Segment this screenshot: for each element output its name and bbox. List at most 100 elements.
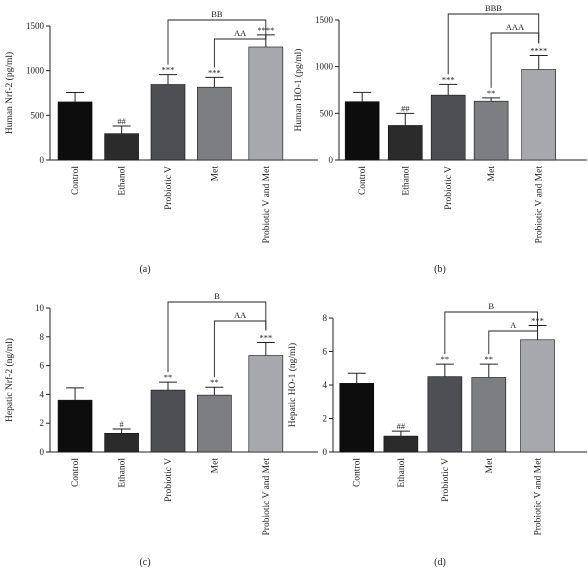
category-label: Probiotic V and Met	[262, 166, 272, 244]
category-label: Control	[71, 458, 81, 487]
significance-mark: ##	[397, 421, 406, 431]
bar-3	[150, 389, 186, 453]
comparison-bracket	[447, 13, 540, 75]
category-label: Met	[210, 458, 220, 474]
bracket-label: BB	[211, 9, 223, 19]
panel-label: (b)	[434, 264, 446, 275]
bar-2	[383, 435, 419, 453]
bar-5	[248, 46, 284, 161]
significance-mark: ****	[530, 45, 547, 55]
chart-panel-2: 0 500 1000 1500 Human HO-1 (pg/ml) Control ## E…	[293, 3, 587, 275]
bar-1	[57, 399, 93, 453]
y-tick-label: 2	[323, 414, 328, 424]
y-tick-label: 6	[323, 347, 328, 357]
bar-3	[430, 94, 466, 161]
category-label: Probiotic V	[444, 166, 454, 210]
category-label: Ethanol	[401, 166, 411, 196]
significance-mark: #	[119, 419, 124, 429]
bar-2	[387, 125, 423, 161]
chart-panel-3: 0 2 4 6 8 10 Hepatic Nrf-2 (ng/ml) Control # Etha…	[4, 291, 318, 568]
significance-mark: **	[441, 354, 450, 364]
y-tick-label: 2	[40, 418, 45, 428]
significance-mark: **	[485, 354, 494, 364]
category-label: Met	[487, 166, 497, 182]
y-tick-label: 4	[40, 389, 45, 399]
y-axis-label: Human Nrf-2 (pg/ml)	[4, 52, 15, 134]
bar-4	[197, 394, 232, 453]
significance-mark: **	[487, 88, 496, 98]
y-tick-label: 0	[329, 155, 334, 165]
y-tick-label: 1000	[26, 66, 45, 76]
category-label: Control	[353, 458, 363, 487]
significance-mark: ##	[117, 116, 126, 126]
y-tick-label: 500	[31, 110, 45, 120]
y-tick-label: 8	[40, 332, 45, 342]
panel-label: (a)	[139, 264, 150, 275]
chart-panel-4: 0 2 4 6 8 Hepatic HO-1 (ng/ml) Control ## Ethano…	[287, 301, 587, 568]
category-label: Probiotic V and Met	[534, 458, 544, 536]
bar-3	[427, 376, 463, 453]
y-axis-label: Hepatic Nrf-2 (ng/ml)	[4, 338, 15, 422]
category-label: Ethanol	[397, 458, 407, 488]
bracket-label: B	[214, 291, 220, 301]
significance-mark: ***	[162, 65, 175, 75]
comparison-bracket	[488, 313, 538, 355]
bracket-label: A	[510, 320, 517, 330]
comparison-bracket	[444, 311, 538, 355]
category-label: Probiotic V	[441, 458, 451, 502]
y-tick-label: 500	[320, 108, 334, 118]
category-label: Control	[358, 166, 368, 195]
category-label: Ethanol	[118, 458, 128, 488]
y-tick-label: 1500	[26, 21, 45, 31]
significance-mark: ***	[442, 74, 455, 84]
bar-4	[197, 86, 232, 161]
comparison-bracket	[167, 301, 267, 373]
comparison-bracket	[213, 320, 267, 378]
bracket-label: BBB	[485, 3, 502, 13]
y-axis-label: Human HO-1 (pg/ml)	[293, 49, 304, 132]
category-label: Ethanol	[118, 166, 128, 196]
y-axis-label: Hepatic HO-1 (ng/ml)	[287, 343, 298, 427]
y-tick-label: 0	[40, 155, 45, 165]
panel-label: (d)	[434, 557, 446, 568]
significance-mark: **	[164, 372, 173, 382]
chart-panel-1: 0 500 1000 1500 Human Nrf-2 (pg/ml) Control ##…	[4, 9, 318, 275]
bar-1	[57, 101, 93, 161]
bar-2	[104, 432, 139, 453]
bar-3	[150, 84, 186, 161]
significance-mark: ***	[208, 67, 221, 77]
category-label: Probiotic V and Met	[262, 458, 272, 536]
significance-mark: ***	[259, 333, 272, 343]
category-label: Probiotic V	[164, 166, 174, 210]
comparison-bracket	[167, 19, 267, 65]
category-label: Met	[210, 166, 220, 182]
bar-1	[344, 101, 380, 161]
y-tick-label: 10	[35, 303, 45, 313]
significance-mark: ##	[401, 103, 410, 113]
bar-5	[521, 69, 557, 161]
bar-4	[471, 377, 507, 453]
comparison-bracket	[213, 22, 267, 68]
bracket-label: AA	[234, 310, 247, 320]
category-label: Probiotic V and Met	[535, 166, 545, 244]
y-tick-label: 0	[323, 447, 328, 457]
bar-5	[248, 355, 284, 453]
significance-mark: **	[210, 377, 219, 387]
y-tick-label: 0	[40, 447, 45, 457]
bracket-label: AAA	[506, 22, 525, 32]
panel-label: (c)	[139, 557, 150, 568]
bracket-label: AA	[234, 28, 247, 38]
y-tick-label: 4	[323, 380, 328, 390]
bar-5	[520, 339, 555, 453]
category-label: Met	[485, 458, 495, 474]
y-tick-label: 1000	[315, 62, 334, 72]
y-tick-label: 8	[323, 313, 328, 323]
bar-4	[473, 100, 509, 161]
bar-1	[339, 383, 375, 453]
comparison-bracket	[490, 32, 540, 88]
category-label: Control	[71, 166, 81, 195]
bar-2	[104, 133, 139, 161]
y-tick-label: 6	[40, 361, 45, 371]
category-label: Probiotic V	[164, 458, 174, 502]
